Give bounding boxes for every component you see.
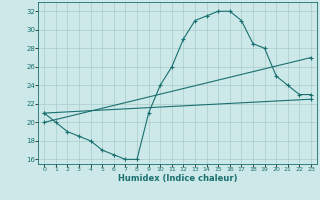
X-axis label: Humidex (Indice chaleur): Humidex (Indice chaleur)	[118, 174, 237, 183]
